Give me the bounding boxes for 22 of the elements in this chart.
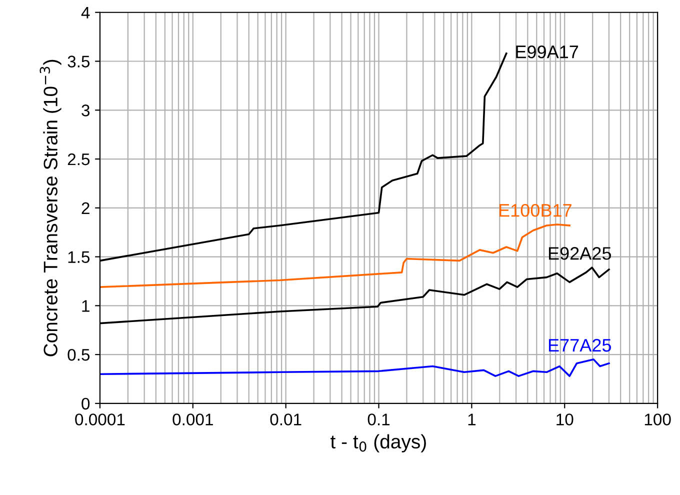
x-tick-label: 10	[556, 414, 574, 426]
y-tick-label: 0.5	[68, 348, 90, 361]
y-tick-label: 0	[82, 398, 90, 410]
series-label: E92A25	[548, 247, 611, 260]
x-tick-label: 0.001	[172, 414, 213, 426]
y-tick-label: 1.5	[68, 251, 90, 263]
x-axis-title: t - t$_{0}$ (days)	[330, 434, 426, 452]
y-tick-label: 3.5	[68, 56, 90, 68]
y-tick-label: 1	[82, 300, 90, 312]
x-tick-label: 1	[468, 414, 476, 426]
x-tick-label: 100	[644, 414, 671, 426]
y-axis-title: Concrete Transverse Strain (10$^{−3}$)	[40, 60, 62, 356]
x-tick-label: 0.0001	[75, 414, 125, 426]
y-tick-label: 2	[82, 202, 90, 214]
y-tick-label: 3	[82, 104, 90, 116]
x-tick-label: 0.1	[368, 414, 390, 426]
series-label: E77A25	[548, 338, 611, 352]
series-label: E99A17	[516, 45, 578, 58]
y-tick-label: 4	[81, 6, 90, 18]
y-tick-label: 2.5	[68, 153, 90, 166]
series-label: E100B17	[500, 204, 572, 217]
x-tick-label: 0.01	[270, 414, 302, 426]
